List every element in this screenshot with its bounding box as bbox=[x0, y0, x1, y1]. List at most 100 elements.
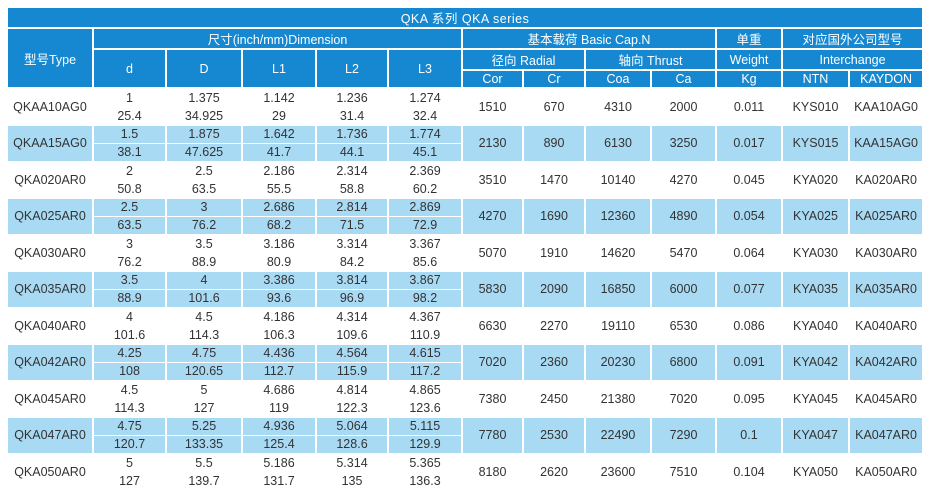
ntn-value: KYA020 bbox=[783, 162, 850, 199]
dim-L2-cell: 5.314 135 bbox=[317, 454, 389, 491]
mm-value: 85.6 bbox=[389, 252, 461, 270]
cr-value: 670 bbox=[524, 89, 586, 126]
mm-value: 128.6 bbox=[317, 435, 387, 452]
inch-value: 4.564 bbox=[336, 346, 368, 361]
mm-value: 68.2 bbox=[243, 216, 315, 233]
cor-value: 5070 bbox=[463, 235, 524, 272]
col-header-D: D bbox=[167, 50, 243, 89]
mm-value: 101.6 bbox=[167, 289, 241, 306]
mm-value: 109.6 bbox=[317, 325, 387, 343]
kaydon-value: KA040AR0 bbox=[850, 308, 923, 345]
model-type: QKA045AR0 bbox=[8, 381, 94, 418]
mm-value: 120.65 bbox=[167, 362, 241, 379]
inch-value: 1.774 bbox=[409, 127, 441, 142]
header-row-groups: 型号Type 尺寸(inch/mm)Dimension 基本载荷 Basic C… bbox=[8, 29, 923, 89]
model-type: QKA047AR0 bbox=[8, 417, 94, 454]
dim-L3-cell: 2.369 60.2 bbox=[389, 162, 463, 199]
mm-value: 63.5 bbox=[94, 216, 165, 233]
coa-value: 19110 bbox=[586, 308, 652, 345]
mm-value: 98.2 bbox=[389, 289, 461, 306]
coa-value: 6130 bbox=[586, 125, 652, 162]
dim-L3-cell: 3.367 85.6 bbox=[389, 235, 463, 272]
model-type: QKAA15AG0 bbox=[8, 125, 94, 162]
kg-value: 0.104 bbox=[717, 454, 783, 491]
mm-value: 76.2 bbox=[94, 252, 165, 270]
ntn-value: KYS010 bbox=[783, 89, 850, 126]
cor-value: 2130 bbox=[463, 125, 524, 162]
col-header-thrust: 轴向 Thrust bbox=[586, 50, 717, 71]
inch-value: 3.186 bbox=[263, 236, 295, 251]
col-header-dimension: 尺寸(inch/mm)Dimension bbox=[94, 29, 463, 50]
col-header-interchange-cn: 对应国外公司型号 bbox=[783, 29, 923, 50]
dim-L3-cell: 4.865 123.6 bbox=[389, 381, 463, 418]
inch-value: 5.314 bbox=[336, 455, 368, 470]
model-type: QKAA10AG0 bbox=[8, 89, 94, 126]
table-row: QKA050AR0 5 127 5.5 139.7 5.186 131.7 5.314 135 5… bbox=[8, 454, 923, 491]
ca-value: 6800 bbox=[652, 344, 717, 381]
dim-L2-cell: 4.564 115.9 bbox=[317, 344, 389, 381]
inch-value: 5.064 bbox=[336, 419, 368, 434]
ntn-value: KYA050 bbox=[783, 454, 850, 491]
inch-value: 1 bbox=[126, 90, 133, 105]
col-header-L1: L1 bbox=[243, 50, 317, 89]
table-body: QKAA10AG0 1 25.4 1.375 34.925 1.142 29 1.236 31.… bbox=[8, 89, 923, 491]
cor-value: 1510 bbox=[463, 89, 524, 126]
table-row: QKAA15AG0 1.5 38.1 1.875 47.625 1.642 41.7 1.73… bbox=[8, 125, 923, 162]
col-header-L3: L3 bbox=[389, 50, 463, 89]
ntn-value: KYA040 bbox=[783, 308, 850, 345]
mm-value: 106.3 bbox=[243, 325, 315, 343]
col-header-ca: Ca bbox=[652, 71, 717, 89]
mm-value: 110.9 bbox=[389, 325, 461, 343]
dim-L1-cell: 4.936 125.4 bbox=[243, 417, 317, 454]
dim-d-cell: 4.75 120.7 bbox=[94, 417, 167, 454]
ca-value: 6530 bbox=[652, 308, 717, 345]
inch-value: 5.25 bbox=[191, 419, 217, 434]
mm-value: 133.35 bbox=[167, 435, 241, 452]
dim-L2-cell: 1.736 44.1 bbox=[317, 125, 389, 162]
inch-value: 5.186 bbox=[263, 455, 295, 470]
dim-L1-cell: 2.186 55.5 bbox=[243, 162, 317, 199]
inch-value: 4.5 bbox=[195, 309, 213, 324]
mm-value: 123.6 bbox=[389, 398, 461, 416]
model-type: QKA025AR0 bbox=[8, 198, 94, 235]
mm-value: 84.2 bbox=[317, 252, 387, 270]
coa-value: 21380 bbox=[586, 381, 652, 418]
dim-L3-cell: 5.115 129.9 bbox=[389, 417, 463, 454]
dim-D-cell: 4.5 114.3 bbox=[167, 308, 243, 345]
mm-value: 93.6 bbox=[243, 289, 315, 306]
inch-value: 4.814 bbox=[336, 382, 368, 397]
ntn-value: KYA030 bbox=[783, 235, 850, 272]
cor-value: 4270 bbox=[463, 198, 524, 235]
mm-value: 45.1 bbox=[389, 143, 461, 160]
cor-value: 8180 bbox=[463, 454, 524, 491]
dim-L1-cell: 4.686 119 bbox=[243, 381, 317, 418]
col-header-ntn: NTN bbox=[783, 71, 850, 89]
ntn-value: KYA035 bbox=[783, 271, 850, 308]
mm-value: 127 bbox=[94, 471, 165, 489]
inch-value: 1.236 bbox=[336, 90, 368, 105]
inch-value: 2.869 bbox=[409, 200, 441, 215]
dim-L1-cell: 1.642 41.7 bbox=[243, 125, 317, 162]
cr-value: 2620 bbox=[524, 454, 586, 491]
col-header-kg: Kg bbox=[717, 71, 783, 89]
kaydon-value: KA047AR0 bbox=[850, 417, 923, 454]
model-type: QKA040AR0 bbox=[8, 308, 94, 345]
cr-value: 1910 bbox=[524, 235, 586, 272]
mm-value: 112.7 bbox=[243, 362, 315, 379]
inch-value: 2 bbox=[126, 163, 133, 178]
dim-L2-cell: 3.314 84.2 bbox=[317, 235, 389, 272]
kg-value: 0.017 bbox=[717, 125, 783, 162]
col-header-type: 型号Type bbox=[8, 29, 94, 89]
inch-value: 2.5 bbox=[120, 200, 139, 215]
mm-value: 139.7 bbox=[167, 471, 241, 489]
inch-value: 3.367 bbox=[409, 236, 441, 251]
col-header-weight-cn: 单重 bbox=[717, 29, 783, 50]
dim-L3-cell: 4.367 110.9 bbox=[389, 308, 463, 345]
mm-value: 115.9 bbox=[317, 362, 387, 379]
cor-value: 6630 bbox=[463, 308, 524, 345]
mm-value: 50.8 bbox=[94, 179, 165, 197]
dim-L3-cell: 3.867 98.2 bbox=[389, 271, 463, 308]
dim-d-cell: 5 127 bbox=[94, 454, 167, 491]
header-row-subgroups: d D L1 L2 L3 径向 Radial 轴向 Thrust Weight … bbox=[8, 50, 923, 89]
kg-value: 0.064 bbox=[717, 235, 783, 272]
